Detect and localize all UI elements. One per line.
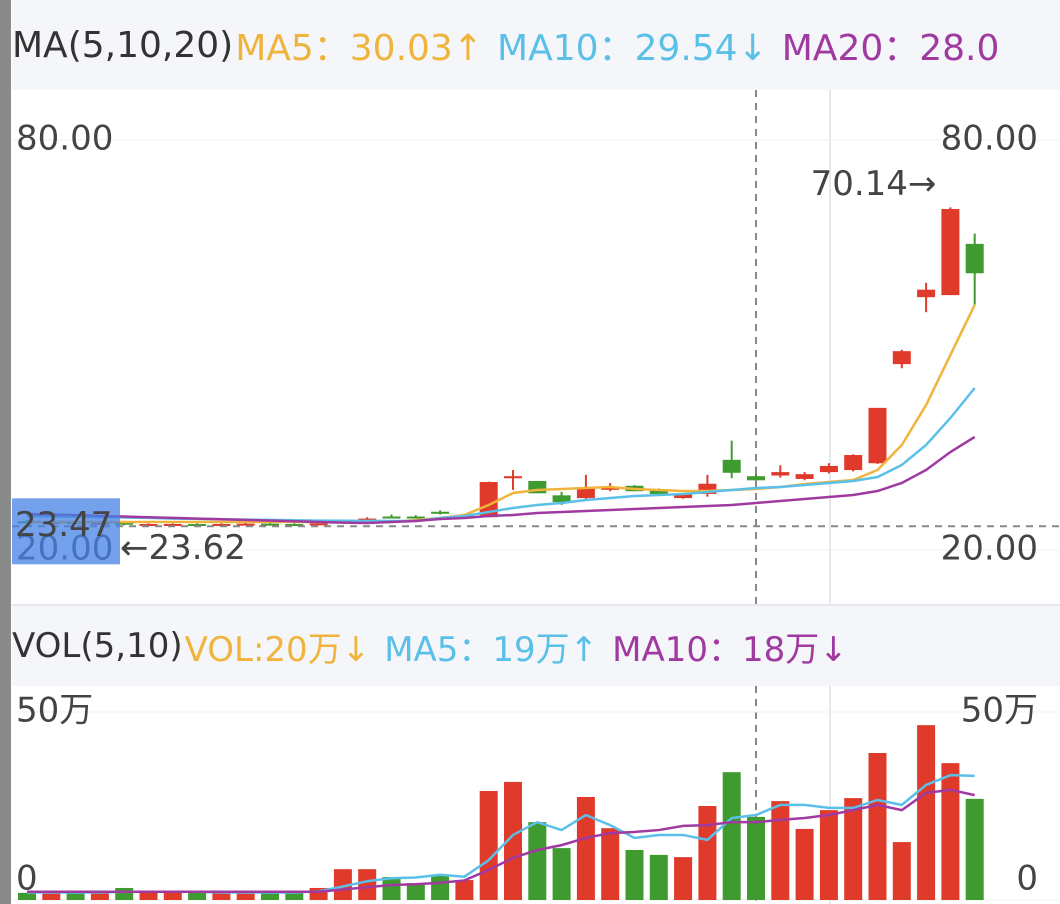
legend-entry: MA10：29.54↓ — [497, 28, 768, 69]
candle-body — [747, 476, 765, 481]
volume-bar — [139, 892, 158, 900]
volume-bar — [917, 725, 936, 900]
volume-bar — [576, 796, 595, 900]
volume-bar — [406, 883, 425, 900]
candle-body — [576, 487, 595, 499]
candle-body — [285, 524, 304, 527]
volume-bar — [771, 801, 790, 900]
volume-bar — [844, 798, 863, 900]
candle-body — [771, 472, 790, 476]
volume-bar — [528, 822, 547, 900]
volume-bar — [625, 849, 644, 900]
volume-bar — [261, 892, 279, 900]
candle-body — [406, 516, 425, 519]
candle-body — [649, 489, 668, 494]
header-title: VOL(5,10) — [12, 626, 183, 666]
candle-body — [261, 523, 279, 526]
volume-bar — [236, 892, 255, 900]
candle-body — [504, 476, 522, 479]
volume-bar — [431, 875, 450, 900]
legend-entry: MA5：30.03↑ — [235, 28, 484, 69]
volume-bar — [747, 816, 765, 900]
candle-body — [965, 243, 984, 274]
volume-bar — [698, 806, 717, 900]
candle-body — [236, 523, 255, 526]
y-tick-label: 0 — [16, 859, 38, 899]
candle-body — [188, 524, 207, 527]
volume-bar — [479, 790, 498, 900]
header-title: MA(5,10,20) — [12, 24, 234, 66]
legend-entry: MA20：28.0 — [781, 28, 1000, 69]
volume-bar — [868, 752, 887, 900]
candle-body — [674, 493, 693, 499]
volume-bar — [382, 877, 401, 900]
candle-body — [309, 523, 328, 526]
volume-bar — [212, 892, 231, 900]
candle-body — [819, 465, 838, 473]
y-tick-label-right: 50万 — [961, 691, 1038, 731]
volume-bar — [892, 842, 911, 900]
candle-body — [552, 495, 571, 503]
volume-bar — [504, 781, 522, 900]
volume-bar — [333, 869, 352, 900]
crosshair-label: 23.47 — [15, 505, 112, 545]
candle-body — [382, 516, 401, 519]
y-tick-label-right: 80.00 — [941, 119, 1038, 159]
candle-body — [163, 524, 182, 527]
y-tick-label: 50万 — [16, 691, 93, 731]
candle-body — [892, 351, 911, 365]
ma-line — [26, 435, 976, 525]
candle-body — [212, 524, 231, 527]
candle-body — [479, 482, 498, 518]
volume-bar — [941, 763, 960, 900]
candle-body — [917, 289, 936, 298]
volume-bar — [722, 772, 741, 900]
volume-bar — [90, 892, 109, 900]
volume-bar — [188, 892, 207, 900]
legend-entry: VOL:20万↓ — [184, 629, 371, 670]
y-tick-label-right: 20.00 — [941, 529, 1038, 569]
volume-bar — [42, 892, 61, 900]
volume-bar — [285, 892, 304, 900]
high-marker: 70.14→ — [811, 164, 937, 204]
candle-body — [431, 511, 450, 514]
volume-bar — [163, 892, 182, 900]
y-tick-label-right: 0 — [1016, 859, 1038, 899]
volume-bar — [674, 857, 693, 900]
candle-body — [795, 474, 814, 479]
volume-bar — [649, 854, 668, 900]
candle-body — [139, 524, 158, 527]
ma-line — [26, 387, 976, 523]
candle-body — [868, 407, 887, 464]
legend-entry: MA10：18万↓ — [612, 629, 848, 670]
ma-line — [27, 788, 975, 893]
volume-bar — [115, 887, 134, 900]
candle-body — [115, 522, 134, 525]
volume-bar — [552, 848, 571, 900]
candle-body — [698, 483, 717, 494]
candle-body — [941, 209, 960, 296]
volume-bar — [965, 798, 984, 900]
ma-header: MA(5,10,20) MA5：30.03↑ MA10：29.54↓ MA20：28.… — [12, 0, 1060, 90]
volume-bar — [358, 869, 377, 900]
volume-bar — [455, 880, 474, 900]
volume-bar — [795, 828, 814, 900]
vol-header: VOL(5,10) VOL:20万↓ MA5：19万↑ MA10：18万↓ — [12, 606, 1060, 686]
legend-entry: MA5：19万↑ — [384, 629, 599, 670]
candle-body — [601, 487, 620, 490]
screen-edge — [0, 0, 11, 904]
y-tick-label: 80.00 — [16, 119, 113, 159]
candle-body — [844, 455, 863, 471]
crosshair-box — [12, 498, 120, 565]
volume-bar — [18, 892, 36, 900]
low-marker: ←23.62 — [120, 528, 246, 568]
volume-bar — [819, 810, 838, 900]
volume-bar — [66, 892, 85, 900]
candle-body — [722, 459, 741, 473]
ma-line — [27, 304, 976, 524]
volume-bar — [601, 828, 620, 900]
